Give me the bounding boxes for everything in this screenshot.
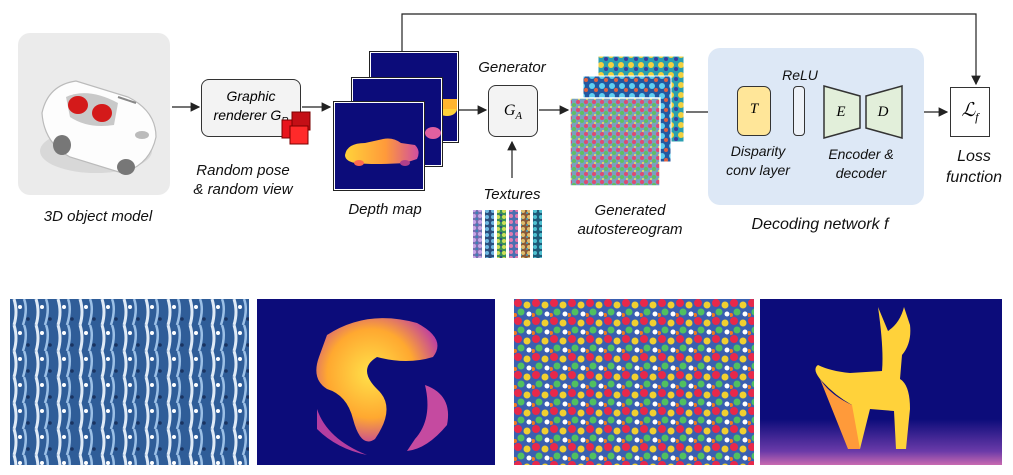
generator-symbol: GA — [489, 102, 537, 122]
object-model-panel — [18, 33, 170, 195]
generator-symbol-text: G — [503, 102, 516, 119]
loss-symbol: ℒf — [951, 99, 989, 125]
cube-icon — [281, 111, 311, 145]
example-autostereogram-colorful — [514, 299, 754, 465]
encdec-label: Encoder & decoder — [818, 145, 904, 183]
car-model-image — [40, 80, 157, 175]
loss-function-box: ℒf — [950, 87, 990, 137]
encoder-decoder-shapes — [823, 85, 903, 139]
disparity-line1: Disparity — [730, 143, 786, 159]
generator-box: GA — [488, 85, 538, 137]
example-autostereogram-blue — [10, 299, 249, 465]
disparity-line2: conv layer — [726, 162, 790, 178]
object-model-label: 3D object model — [43, 208, 153, 225]
disparity-label: Disparity conv layer — [720, 142, 796, 180]
decoding-network-label: Decoding network f — [751, 216, 889, 233]
generator-subscript: A — [515, 110, 523, 123]
autostereogram-stack — [569, 55, 685, 187]
loss-line2: function — [945, 169, 1003, 186]
random-pose-label: Random pose & random view — [178, 161, 308, 199]
encoder-symbol: E — [836, 104, 846, 120]
depth-map-sheet-front — [334, 102, 424, 190]
renderer-label-line1: Graphic — [226, 88, 276, 104]
encdec-line2: decoder — [835, 165, 887, 181]
example-depth-animal — [760, 299, 1002, 465]
decoder-symbol: D — [877, 104, 889, 120]
loss-function-label: Loss function — [938, 146, 1010, 188]
generator-label: Generator — [478, 59, 546, 76]
generated-line2: autostereogram — [577, 221, 683, 238]
encoder-shape — [823, 85, 861, 139]
generated-line1: Generated — [594, 202, 666, 219]
encdec-line1: Encoder & — [828, 146, 894, 162]
textures-label: Textures — [483, 186, 541, 203]
depth-map-car-shape — [345, 138, 419, 166]
random-pose-line2: & random view — [193, 181, 293, 198]
generated-autostereogram-label: Generated autostereogram — [560, 201, 700, 239]
texture-strips — [473, 210, 542, 258]
relu-block — [793, 86, 805, 136]
relu-label: ReLU — [782, 67, 818, 83]
disparity-conv-layer: T — [737, 86, 771, 136]
loss-symbol-text: ℒ — [961, 100, 976, 121]
loss-subscript: f — [975, 109, 979, 124]
loss-line1: Loss — [957, 148, 991, 165]
disparity-symbol: T — [749, 101, 759, 117]
renderer-label-text: renderer G — [213, 107, 282, 123]
decoder-shape — [865, 85, 903, 139]
random-pose-line1: Random pose — [196, 162, 290, 179]
example-depth-globe — [257, 299, 495, 465]
depth-map-label: Depth map — [348, 201, 422, 218]
